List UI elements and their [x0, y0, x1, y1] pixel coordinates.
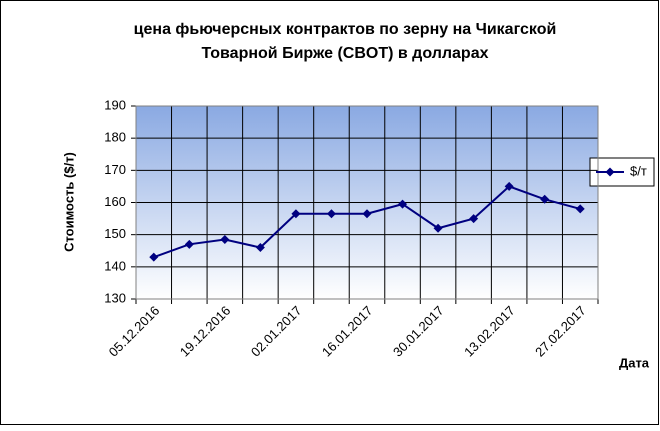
data-point: [184, 239, 194, 249]
data-point: [326, 209, 336, 219]
data-point: [469, 214, 479, 224]
y-tick-label: 150: [104, 226, 126, 241]
data-point: [540, 194, 550, 204]
x-axis-title: Дата: [619, 355, 650, 370]
y-tick-label: 180: [104, 130, 126, 145]
y-tick-label: 190: [104, 97, 126, 112]
plot-border: [135, 105, 599, 300]
data-point: [291, 209, 301, 219]
data-point: [398, 199, 408, 209]
chart-title: цена фьючерсных контрактов по зерну на Ч…: [134, 21, 557, 38]
y-tick-label: 130: [104, 290, 126, 305]
data-point: [433, 223, 443, 233]
y-tick-label: 170: [104, 162, 126, 177]
legend-marker: [605, 167, 615, 177]
data-point: [255, 243, 265, 253]
data-point: [220, 234, 230, 244]
data-point: [149, 252, 159, 262]
y-axis-title: Стоимость ($/т): [61, 152, 76, 252]
data-point: [575, 204, 585, 214]
chart-title: Товарной Бирже (CBOT) в долларах: [202, 45, 489, 62]
legend-label: $/т: [630, 163, 647, 178]
data-point: [362, 209, 372, 219]
y-tick-label: 140: [104, 258, 126, 273]
data-point: [504, 181, 514, 191]
y-tick-label: 160: [104, 194, 126, 209]
